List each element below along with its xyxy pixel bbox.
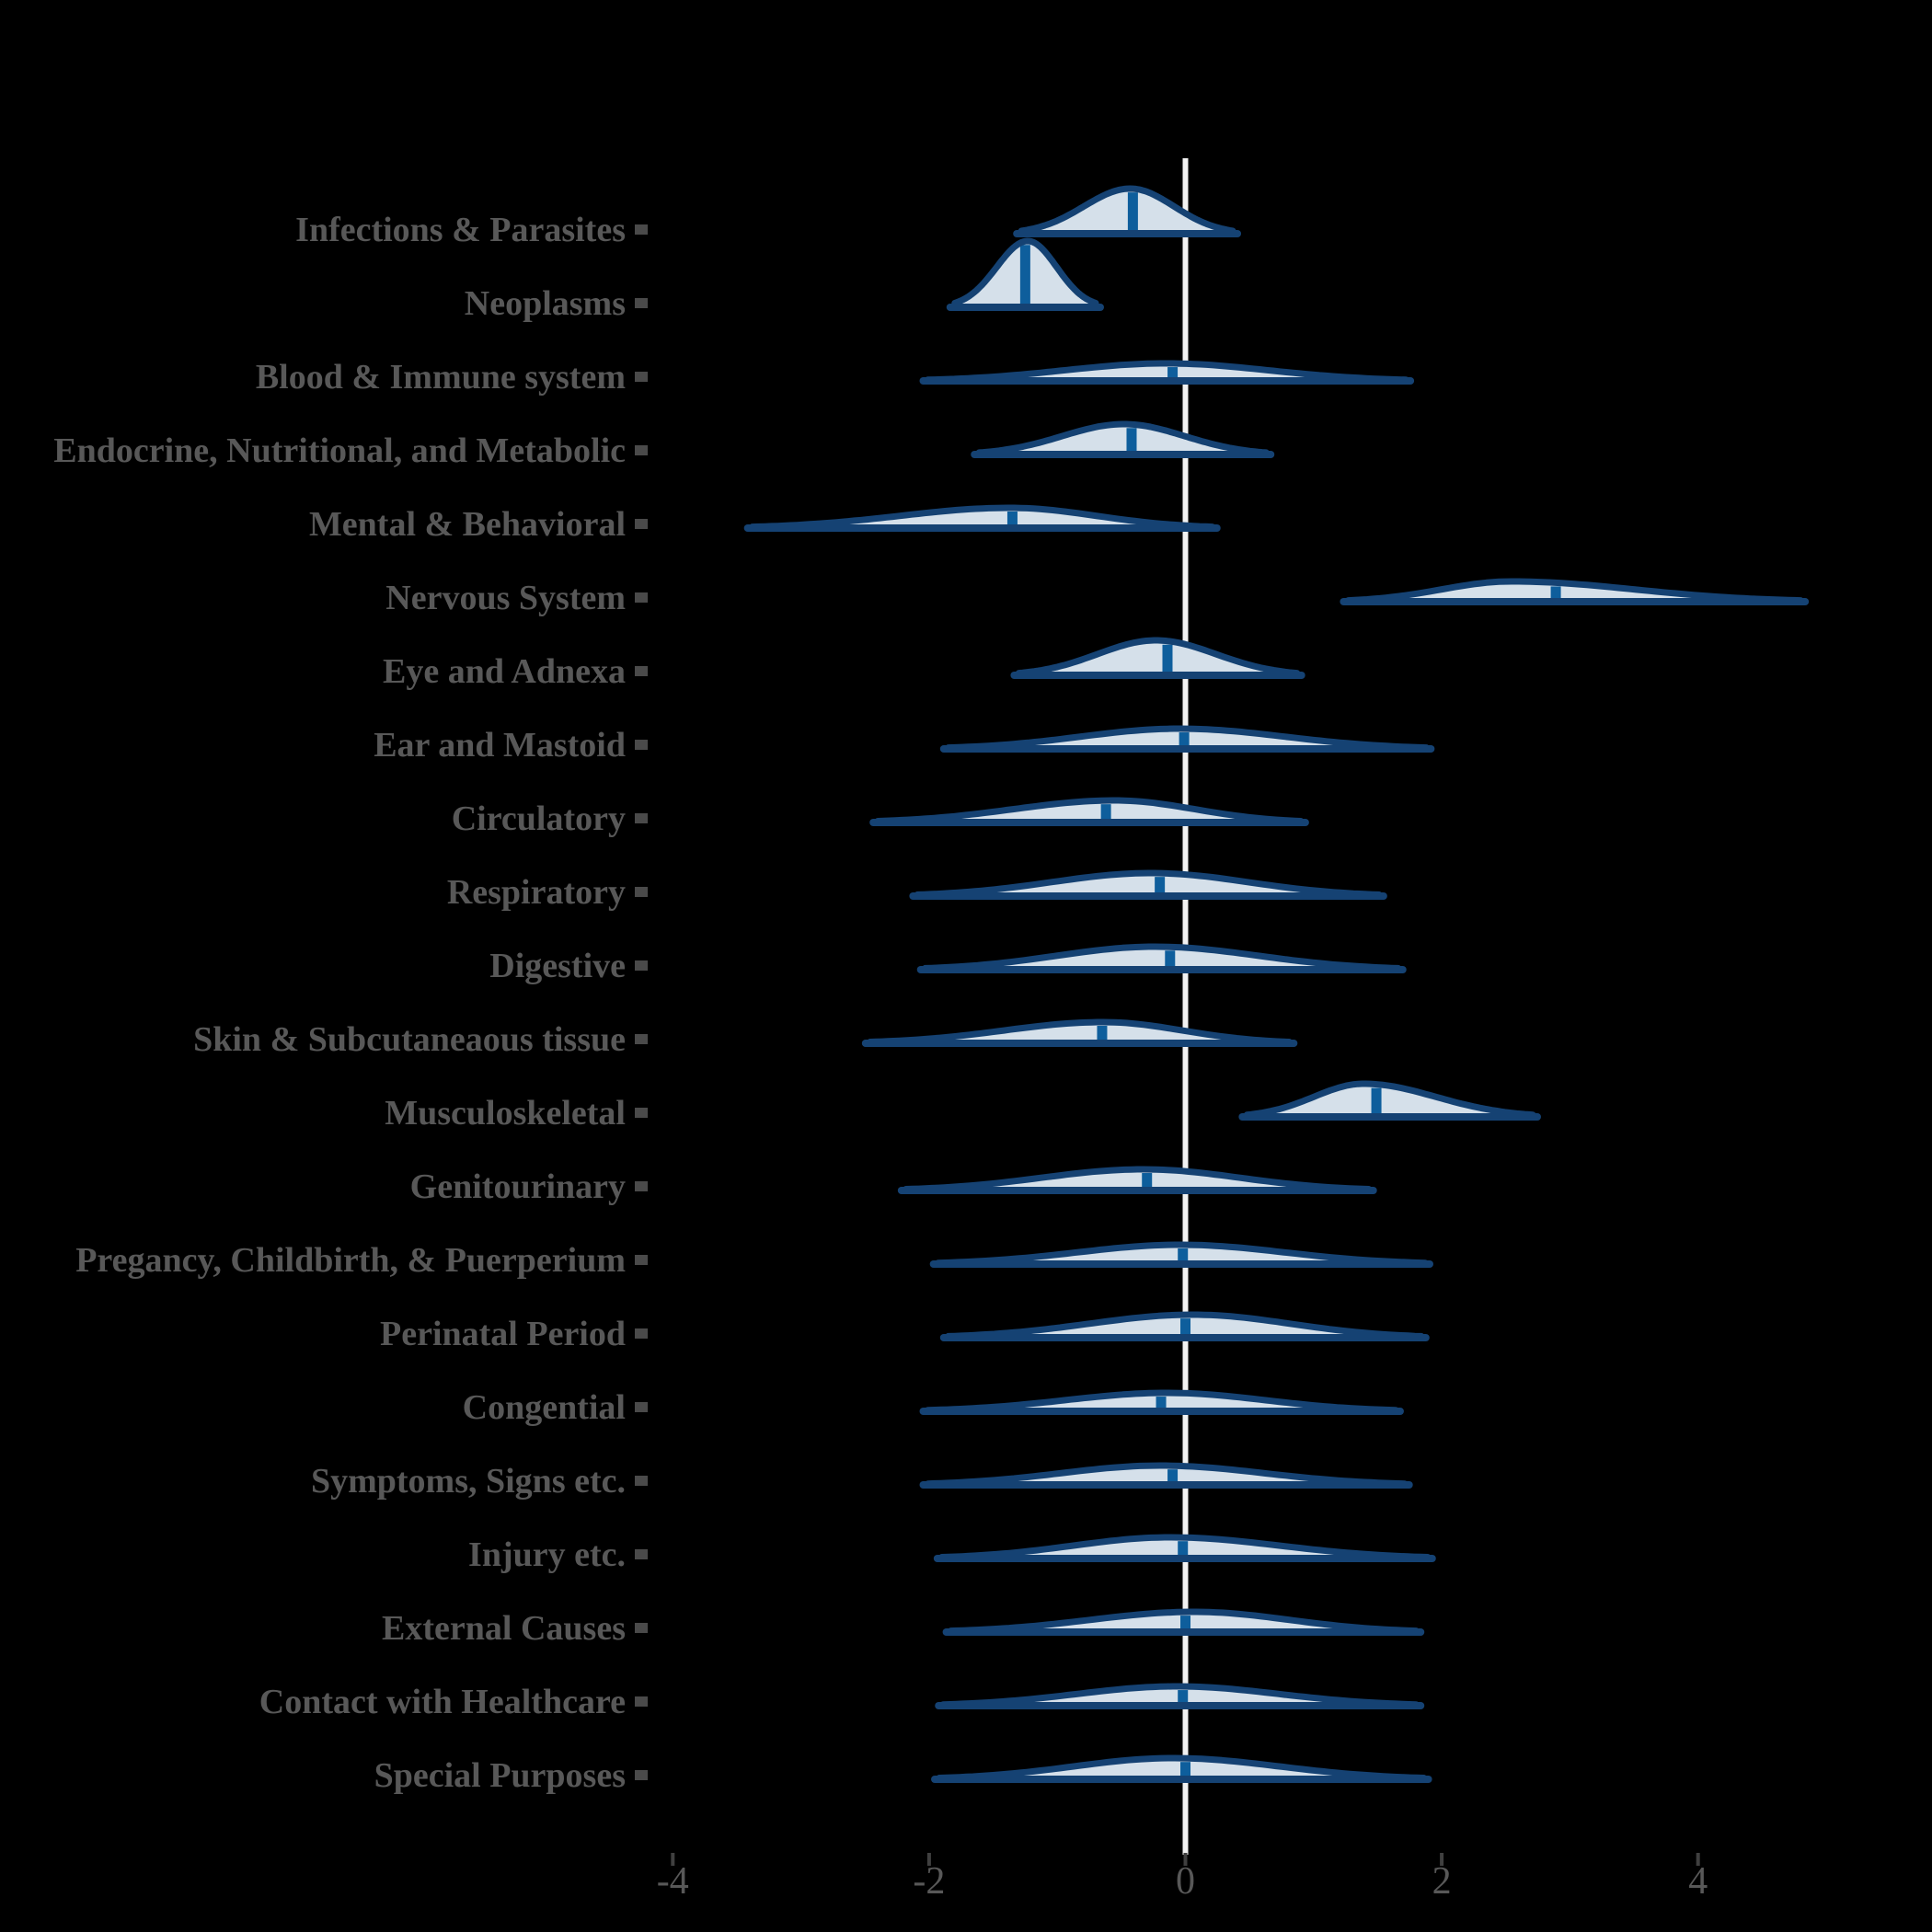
category-tick-square bbox=[635, 298, 648, 308]
violin-outline-pregancy-childbirth-puerperium bbox=[935, 1241, 1429, 1267]
violin-outline-circulatory bbox=[874, 797, 1305, 824]
category-tick-square bbox=[635, 519, 648, 529]
violin-outline-musculoskeletal bbox=[1243, 1080, 1536, 1119]
category-label-congential: Congential bbox=[463, 1388, 626, 1427]
category-label-blood-immune-system: Blood & Immune system bbox=[256, 358, 626, 397]
category-label-endocrine-nutritional-and-metabolic: Endocrine, Nutritional, and Metabolic bbox=[53, 431, 626, 470]
category-label-circulatory: Circulatory bbox=[452, 799, 626, 838]
category-label-pregancy-childbirth-puerperium: Pregancy, Childbirth, & Puerperium bbox=[75, 1241, 626, 1280]
category-tick-square bbox=[635, 1328, 648, 1339]
category-tick-square bbox=[635, 592, 648, 603]
violin-fill-endocrine-nutritional-and-metabolic bbox=[979, 424, 1267, 454]
category-tick-square bbox=[635, 740, 648, 750]
x-axis-tick-label--2: -2 bbox=[913, 1860, 945, 1903]
violin-outline-infections-parasites bbox=[1018, 185, 1236, 235]
category-label-musculoskeletal: Musculoskeletal bbox=[385, 1094, 626, 1133]
violin-outline-endocrine-nutritional-and-metabolic bbox=[975, 420, 1270, 456]
violin-fill-genitourinary bbox=[905, 1169, 1369, 1190]
violin-fill-mental-behavioral bbox=[752, 508, 1213, 528]
category-label-respiratory: Respiratory bbox=[447, 873, 626, 912]
violin-outline-ear-and-mastoid bbox=[945, 725, 1430, 752]
category-label-genitourinary: Genitourinary bbox=[410, 1167, 626, 1206]
violin-outline-injury-etc bbox=[938, 1534, 1432, 1560]
category-tick-square bbox=[635, 1623, 648, 1633]
x-axis-tick-label-0: 0 bbox=[1176, 1860, 1195, 1903]
category-label-perinatal-period: Perinatal Period bbox=[380, 1315, 626, 1353]
violin-outline-blood-immune-system bbox=[925, 360, 1409, 384]
category-label-infections-parasites: Infections & Parasites bbox=[295, 211, 626, 249]
category-tick-square bbox=[635, 1255, 648, 1265]
violin-fill-digestive bbox=[925, 947, 1398, 970]
category-tick-square bbox=[635, 1549, 648, 1559]
category-tick-square bbox=[635, 960, 648, 971]
violin-outline-neoplasms bbox=[951, 237, 1099, 306]
category-tick-square bbox=[635, 887, 648, 897]
category-tick-square bbox=[635, 1034, 648, 1044]
category-tick-square bbox=[635, 666, 648, 676]
category-label-mental-behavioral: Mental & Behavioral bbox=[309, 505, 626, 544]
category-tick-square bbox=[635, 1108, 648, 1118]
category-label-nervous-system: Nervous System bbox=[385, 579, 626, 617]
violin-outline-mental-behavioral bbox=[749, 504, 1216, 531]
violin-outline-skin-subcutaneaous-tissue bbox=[867, 1018, 1293, 1045]
violin-fill-symptoms-signs-etc bbox=[927, 1466, 1405, 1485]
category-label-symptoms-signs-etc: Symptoms, Signs etc. bbox=[311, 1462, 626, 1501]
violin-outline-congential bbox=[925, 1389, 1399, 1414]
category-tick-square bbox=[635, 1696, 648, 1707]
violin-outline-nervous-system bbox=[1344, 578, 1804, 604]
violin-outline-digestive bbox=[922, 943, 1402, 972]
category-tick-square bbox=[635, 1476, 648, 1486]
violin-outline-respiratory bbox=[914, 869, 1383, 898]
category-label-digestive: Digestive bbox=[489, 947, 626, 985]
category-tick-square bbox=[635, 1402, 648, 1412]
violin-outline-perinatal-period bbox=[945, 1311, 1425, 1340]
violin-outline-eye-and-adnexa bbox=[1015, 637, 1301, 677]
violin-outline-contact-with-healthcare bbox=[939, 1683, 1420, 1708]
category-tick-square bbox=[635, 813, 648, 823]
category-tick-square bbox=[635, 372, 648, 382]
x-axis-tick-label--4: -4 bbox=[657, 1860, 689, 1903]
violin-fill-circulatory bbox=[878, 800, 1301, 822]
violin-fill-musculoskeletal bbox=[1247, 1084, 1533, 1117]
violin-outline-external-causes bbox=[948, 1608, 1420, 1635]
violin-outline-symptoms-signs-etc bbox=[925, 1462, 1409, 1488]
violin-fill-eye-and-adnexa bbox=[1018, 640, 1297, 675]
category-label-skin-subcutaneaous-tissue: Skin & Subcutaneaous tissue bbox=[193, 1020, 626, 1059]
violin-outline-genitourinary bbox=[903, 1166, 1373, 1192]
category-label-external-causes: External Causes bbox=[382, 1609, 626, 1648]
category-label-eye-and-adnexa: Eye and Adnexa bbox=[383, 652, 626, 691]
category-tick-square bbox=[635, 224, 648, 235]
violin-fill-respiratory bbox=[917, 873, 1379, 896]
violin-fill-blood-immune-system bbox=[927, 363, 1407, 381]
violin-fill-skin-subcutaneaous-tissue bbox=[869, 1022, 1290, 1043]
category-tick-square bbox=[635, 1770, 648, 1780]
category-tick-square bbox=[635, 445, 648, 455]
violin-fill-infections-parasites bbox=[1021, 189, 1233, 234]
category-label-injury-etc: Injury etc. bbox=[468, 1535, 626, 1574]
category-label-special-purposes: Special Purposes bbox=[374, 1756, 626, 1795]
category-label-contact-with-healthcare: Contact with Healthcare bbox=[259, 1683, 626, 1721]
violin-outline-special-purposes bbox=[936, 1754, 1428, 1781]
category-label-neoplasms: Neoplasms bbox=[465, 284, 626, 323]
category-tick-square bbox=[635, 1181, 648, 1191]
category-label-ear-and-mastoid: Ear and Mastoid bbox=[374, 726, 626, 765]
x-axis-tick-label-4: 4 bbox=[1688, 1860, 1708, 1903]
x-axis-tick-label-2: 2 bbox=[1432, 1860, 1452, 1903]
